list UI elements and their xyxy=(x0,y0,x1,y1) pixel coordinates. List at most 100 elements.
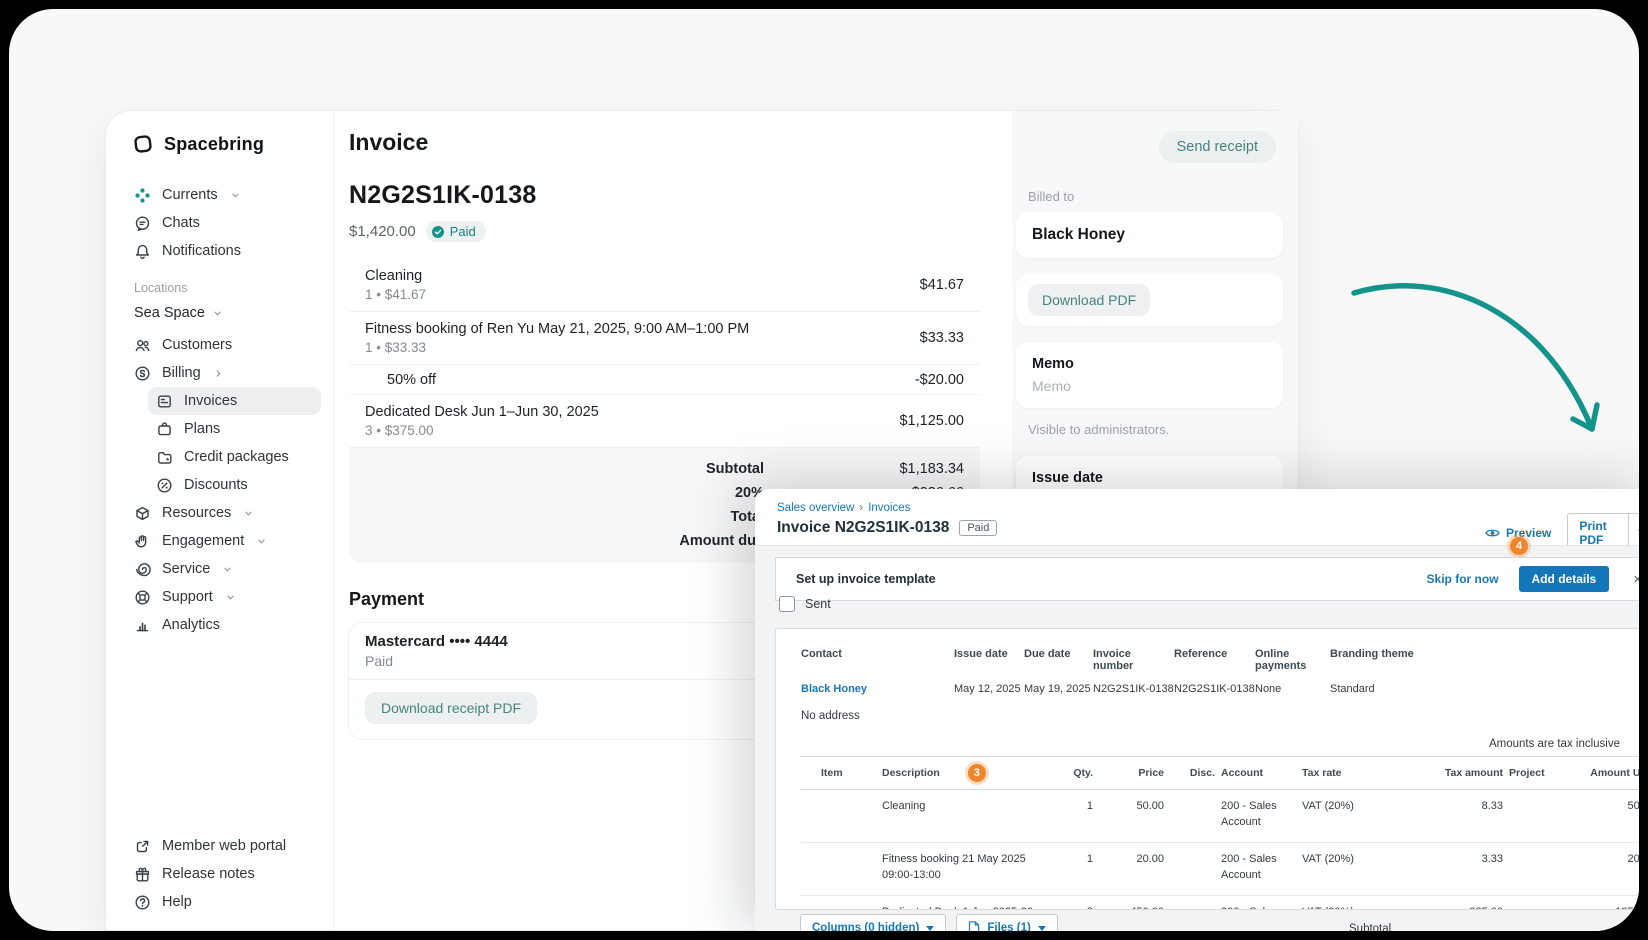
cell-project xyxy=(1509,905,1559,909)
cell-description: Cleaning xyxy=(882,800,926,812)
tax-inclusive-note: Amounts are tax inclusive xyxy=(1488,738,1620,750)
line-item-name: Cleaning xyxy=(365,268,423,284)
sidebar-item-label: Release notes xyxy=(162,866,255,882)
cell-tax-rate: VAT (20%) xyxy=(1302,852,1354,865)
column-header: Amount USD xyxy=(1590,767,1639,779)
sidebar-item-service[interactable]: Service xyxy=(126,555,321,583)
cell-description: Fitness booking 21 May 2025 09:00-13:00 xyxy=(882,852,1026,881)
table-row[interactable]: Dedicated Desk 1 Jun 2025-30 Jun 2025 3 … xyxy=(801,896,1639,909)
close-icon[interactable]: × xyxy=(1633,570,1639,588)
sidebar-item-label: Discounts xyxy=(184,477,248,493)
caret-down-icon xyxy=(926,925,935,931)
sent-checkbox[interactable] xyxy=(779,596,795,612)
line-item-amount: $33.33 xyxy=(919,330,964,346)
billed-to-card[interactable]: Black Honey xyxy=(1016,212,1283,258)
cell-project xyxy=(1509,852,1559,884)
chevron-right-icon xyxy=(213,368,224,379)
sent-label: Sent xyxy=(805,597,831,611)
customer-name: Black Honey xyxy=(1032,226,1126,243)
sidebar-item-notifications[interactable]: Notifications xyxy=(126,237,321,265)
sidebar-item-currents[interactable]: Currents xyxy=(126,181,321,209)
issue-date-label: Issue date xyxy=(1032,470,1103,486)
waving-hand-icon xyxy=(134,533,151,550)
sidebar-item-label: Chats xyxy=(162,215,200,231)
memo-card[interactable]: Memo Memo xyxy=(1016,342,1283,408)
sidebar-item-billing[interactable]: Billing xyxy=(126,359,321,387)
rose-icon xyxy=(134,561,151,578)
sidebar-item-chats[interactable]: Chats xyxy=(126,209,321,237)
line-item-row[interactable]: Cleaning 1 • $41.67 $41.67 xyxy=(349,259,980,312)
files-button[interactable]: Files (1) xyxy=(956,914,1058,931)
print-pdf-caret[interactable] xyxy=(1628,514,1639,552)
field-header: Due date xyxy=(1024,648,1071,660)
cell-qty: 1 xyxy=(1086,800,1093,812)
discount-name: 50% off xyxy=(387,371,436,388)
sidebar-item-support[interactable]: Support xyxy=(126,583,321,611)
location-selector[interactable]: Sea Space xyxy=(134,302,321,324)
window-title: Invoice N2G2S1IK-0138 xyxy=(777,519,950,536)
sidebar-item-release-notes[interactable]: Release notes xyxy=(126,860,321,888)
paid-status-badge: Paid xyxy=(959,520,998,536)
contact-link[interactable]: Black Honey xyxy=(801,683,868,695)
column-header: Qty. xyxy=(1073,767,1093,779)
sidebar-item-plans[interactable]: Plans xyxy=(148,415,321,443)
sidebar-item-engagement[interactable]: Engagement xyxy=(126,527,321,555)
total-label: Total xyxy=(730,509,764,525)
preview-button[interactable]: Preview xyxy=(1485,526,1551,540)
brand: Spacebring xyxy=(132,133,321,155)
download-receipt-button[interactable]: Download receipt PDF xyxy=(365,692,538,724)
invoice-line-items: Cleaning 1 • $41.67 $41.67 Fitness booki… xyxy=(349,259,980,563)
cell-account: 200 - Sales Account xyxy=(1221,852,1277,881)
cell-amount: 1350.00 xyxy=(1565,905,1639,909)
table-row[interactable]: Fitness booking 21 May 2025 09:00-13:00 … xyxy=(801,843,1639,896)
cell-tax-rate: VAT (20%) xyxy=(1302,905,1427,909)
columns-button[interactable]: Columns (0 hidden) xyxy=(800,914,947,931)
breadcrumb-invoices[interactable]: Invoices xyxy=(868,502,911,514)
window-header: Sales overview › Invoices Invoice N2G2S1IK… xyxy=(755,489,1639,553)
payment-method: Mastercard •••• 4444 xyxy=(365,633,508,650)
line-item-row[interactable]: Dedicated Desk Jun 1–Jun 30, 2025 3 • $3… xyxy=(349,395,980,448)
cell-price: 20.00 xyxy=(1136,852,1164,865)
no-address-text: No address xyxy=(801,710,860,722)
sidebar-item-label: Credit packages xyxy=(184,449,289,465)
sidebar: Spacebring Currents Chats Notifications … xyxy=(106,111,334,930)
table-row[interactable]: Cleaning 1 50.00 200 - Sales Account VAT… xyxy=(801,790,1639,843)
breadcrumb-sales-overview[interactable]: Sales overview xyxy=(777,502,855,514)
table-footer-buttons: Columns (0 hidden) Files (1) xyxy=(800,914,1058,931)
sidebar-item-invoices[interactable]: Invoices xyxy=(148,387,321,415)
cell-tax-amount: 3.33 xyxy=(1481,852,1503,865)
cube-icon xyxy=(134,505,151,522)
sidebar-item-discounts[interactable]: Discounts xyxy=(148,471,321,499)
billing-icon xyxy=(134,365,151,382)
discount-row[interactable]: 50% off -$20.00 xyxy=(349,365,980,395)
sidebar-item-help[interactable]: Help xyxy=(126,888,321,916)
sidebar-item-resources[interactable]: Resources xyxy=(126,499,321,527)
items-table: Item Description 3 Qty. Price Disc. Accou… xyxy=(801,756,1639,909)
field-value: N2G2S1IK-0138 xyxy=(1093,683,1174,695)
field-value: N2G2S1IK-0138 xyxy=(1174,683,1255,695)
sidebar-item-member-web-portal[interactable]: Member web portal xyxy=(126,832,321,860)
spacebring-logo-icon xyxy=(132,133,154,155)
cell-price: 50.00 xyxy=(1136,800,1164,812)
line-item-row[interactable]: Fitness booking of Ren Yu May 21, 2025, … xyxy=(349,312,980,365)
sidebar-item-credit-packages[interactable]: Credit packages xyxy=(148,443,321,471)
sidebar-item-label: Customers xyxy=(162,337,233,353)
table-header-row: Item Description 3 Qty. Price Disc. Accou… xyxy=(801,756,1639,790)
chevron-down-icon xyxy=(256,536,267,547)
sidebar-item-analytics[interactable]: Analytics xyxy=(126,611,321,639)
chat-icon xyxy=(134,215,151,232)
send-receipt-button[interactable]: Send receipt xyxy=(1158,131,1276,163)
line-item-name: Dedicated Desk Jun 1–Jun 30, 2025 xyxy=(365,404,599,420)
banner-title: Set up invoice template xyxy=(796,572,936,586)
sidebar-item-label: Invoices xyxy=(184,393,238,409)
download-pdf-button[interactable]: Download PDF xyxy=(1028,284,1151,316)
invoice-detail-window: Sales overview › Invoices Invoice N2G2S1IK… xyxy=(755,489,1639,931)
skip-for-now-button[interactable]: Skip for now xyxy=(1426,572,1499,586)
sidebar-item-customers[interactable]: Customers xyxy=(126,331,321,359)
print-pdf-button[interactable]: Print PDF xyxy=(1579,519,1607,547)
sidebar-item-label: Plans xyxy=(184,421,221,437)
cell-disc xyxy=(1170,799,1215,831)
setup-template-banner: Set up invoice template Skip for now Add… xyxy=(775,557,1639,601)
cell-qty: 3 xyxy=(1048,905,1093,909)
add-details-button[interactable]: Add details xyxy=(1518,566,1610,592)
